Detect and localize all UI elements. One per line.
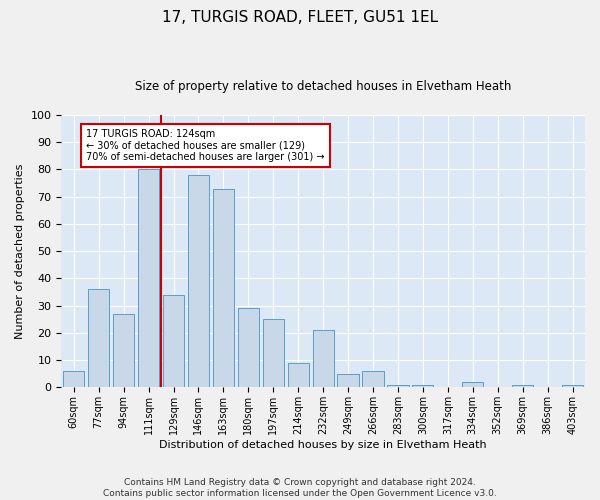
Bar bbox=[313, 330, 334, 388]
Text: Contains HM Land Registry data © Crown copyright and database right 2024.
Contai: Contains HM Land Registry data © Crown c… bbox=[103, 478, 497, 498]
Bar bbox=[462, 382, 484, 388]
Bar bbox=[188, 175, 209, 388]
Title: Size of property relative to detached houses in Elvetham Heath: Size of property relative to detached ho… bbox=[135, 80, 511, 93]
Bar bbox=[512, 384, 533, 388]
Bar bbox=[213, 188, 234, 388]
Text: 17, TURGIS ROAD, FLEET, GU51 1EL: 17, TURGIS ROAD, FLEET, GU51 1EL bbox=[162, 10, 438, 25]
Bar bbox=[138, 170, 159, 388]
Bar bbox=[263, 320, 284, 388]
Bar bbox=[337, 374, 359, 388]
Bar bbox=[63, 371, 85, 388]
Bar bbox=[562, 384, 583, 388]
Bar bbox=[412, 384, 433, 388]
Bar bbox=[88, 290, 109, 388]
X-axis label: Distribution of detached houses by size in Elvetham Heath: Distribution of detached houses by size … bbox=[160, 440, 487, 450]
Bar bbox=[362, 371, 383, 388]
Bar bbox=[113, 314, 134, 388]
Bar bbox=[163, 295, 184, 388]
Y-axis label: Number of detached properties: Number of detached properties bbox=[15, 164, 25, 339]
Bar bbox=[238, 308, 259, 388]
Bar bbox=[287, 363, 309, 388]
Text: 17 TURGIS ROAD: 124sqm
← 30% of detached houses are smaller (129)
70% of semi-de: 17 TURGIS ROAD: 124sqm ← 30% of detached… bbox=[86, 128, 325, 162]
Bar bbox=[388, 384, 409, 388]
